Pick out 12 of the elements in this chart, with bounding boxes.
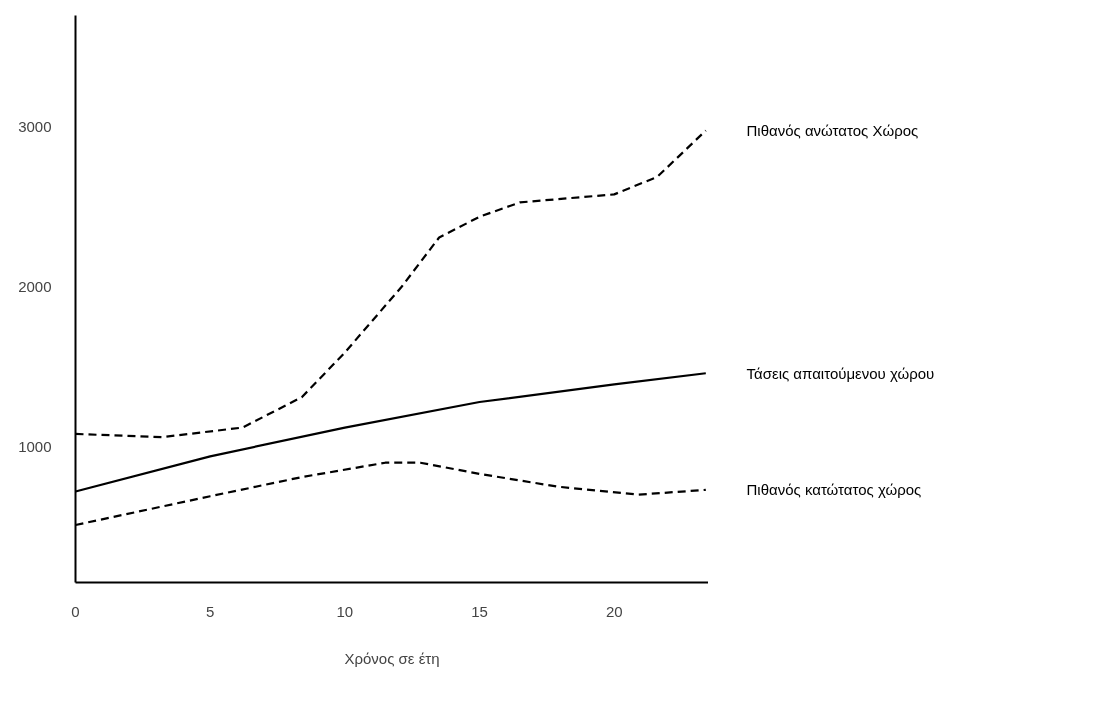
y-tick-label: 3000 <box>18 118 52 136</box>
text: Πιθανός κατώτατος χώρος <box>746 481 922 499</box>
x-tick-label: 20 <box>605 602 623 620</box>
x-tick-label: 10 <box>336 602 354 620</box>
x-tick-label: 15 <box>471 602 488 620</box>
text: Πιθανός ανώτατος Χώρος <box>746 122 919 139</box>
x-axis-title: Χρόνος σε έτη <box>344 649 440 667</box>
text: Τάσεις απαιτούμενου χώρου <box>746 364 935 382</box>
y-tick-label: 1000 <box>18 437 52 455</box>
y-tick-label: 2000 <box>18 278 52 296</box>
x-tick-label: 0 <box>71 602 80 620</box>
x-tick-label: 5 <box>206 602 215 620</box>
